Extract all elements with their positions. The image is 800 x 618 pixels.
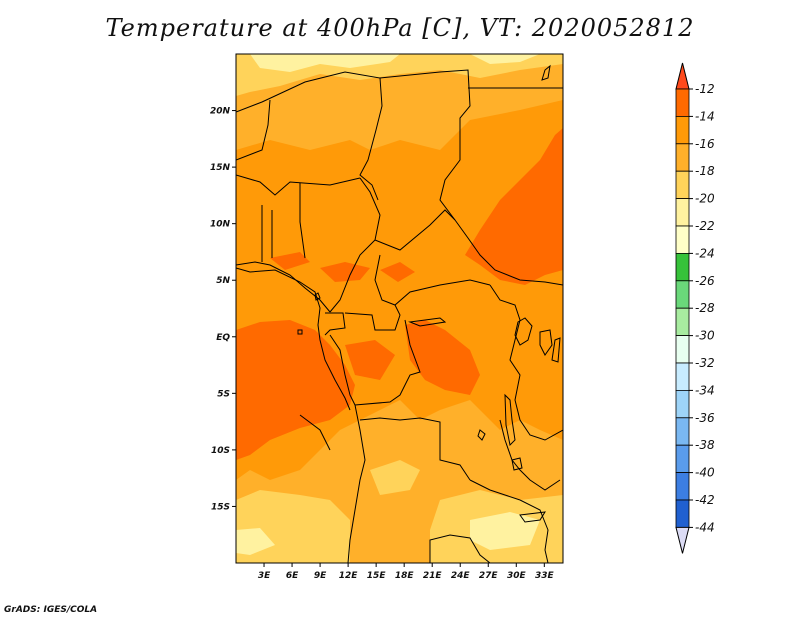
temp-patch-2 [270,252,310,270]
colorbar-label: -18 [695,164,715,178]
lon-tick-label: 3E [258,571,271,581]
lon-tick-label: 9E [314,571,327,581]
colorbar-label: -22 [695,219,715,233]
lat-tick-label: 10N [210,220,231,230]
lat-tick-label: 5S [217,389,230,399]
temp-region-hot-east [465,128,563,285]
colorbar: -12 -14 -16 -18 -20 -22 -24 -26 -28 -30 -32 -34 -36 -… [675,62,715,554]
chart-title: Temperature at 400hPa [C], VT: 202005281… [105,14,695,42]
colorbar-label: -30 [695,329,715,343]
colorbar-label: -40 [695,466,715,480]
lon-tick-label: 6E [286,571,299,581]
country-borders [236,69,563,563]
lat-tick-label: 15N [210,163,231,173]
temp-region-cooler-south [470,512,540,550]
temp-region-hot-central [405,320,480,395]
lon-tick-label: 12E [339,571,359,581]
colorbar-label: -42 [695,493,715,507]
lon-tick-label: 27E [479,571,499,581]
colorbar-label: -20 [695,192,715,206]
lon-tick-label: 30E [507,571,527,581]
lat-tick-label: 10S [211,446,230,456]
lon-tick-label: 21E [423,571,443,581]
map-frame [235,53,564,564]
colorbar-swatch [675,499,690,528]
colorbar-swatch [675,198,690,227]
temp-patch-1 [320,262,370,282]
colorbar-swatch [675,88,690,117]
grads-credit: GrADS: IGES/COLA [4,605,98,615]
lon-tick-label: 15E [367,571,387,581]
temp-region-cooler-south-2 [236,528,275,555]
colorbar-swatch [675,472,690,501]
temp-patch-3 [380,262,415,282]
lon-tick-label: 33E [535,571,555,581]
coastlines-lakes [236,64,561,523]
colorbar-swatch [675,417,690,446]
colorbar-swatch [675,116,690,145]
lat-tick-label: 5N [216,276,230,286]
colorbar-label: -28 [695,301,715,315]
colorbar-label: -14 [695,109,715,123]
colorbar-swatch [675,225,690,254]
colorbar-swatch [675,307,690,337]
temp-region-hot-west [236,320,355,460]
colorbar-label: -36 [695,411,715,425]
lon-tick-label: 24E [451,571,471,581]
longitude-axis: 3E 6E 9E 12E 15E 18E 21E 24E 27E 30E 33E [258,563,555,581]
colorbar-label: -24 [695,246,715,260]
colorbar-bottom-arrow [675,526,690,554]
colorbar-label: -44 [695,520,715,534]
temp-region-cool-south-central [370,460,420,495]
lon-tick-label: 18E [395,571,415,581]
colorbar-label: -12 [695,82,715,96]
colorbar-swatch [675,252,690,282]
colorbar-swatch [675,444,690,474]
temp-region-cooler-north [250,54,400,72]
colorbar-label: -38 [695,438,715,452]
temp-patch-4 [345,340,395,380]
colorbar-swatch [675,143,690,172]
colorbar-label: -26 [695,274,715,288]
colorbar-swatch [675,335,690,364]
latitude-axis: 20N 15N 10N 5N EQ 5S 10S 15S [210,107,236,512]
lat-tick-label: EQ [216,333,230,343]
colorbar-swatch [675,170,690,199]
lat-tick-label: 20N [210,107,231,117]
map-area [236,54,563,563]
temp-region-cooler-north-2 [470,54,540,64]
colorbar-label: -16 [695,137,715,151]
colorbar-top-arrow [675,62,690,90]
colorbar-label: -32 [695,356,715,370]
colorbar-swatch [675,280,690,309]
colorbar-label: -34 [695,383,715,397]
lat-tick-label: 15S [211,502,230,512]
colorbar-swatch [675,362,690,391]
colorbar-swatch [675,389,690,419]
